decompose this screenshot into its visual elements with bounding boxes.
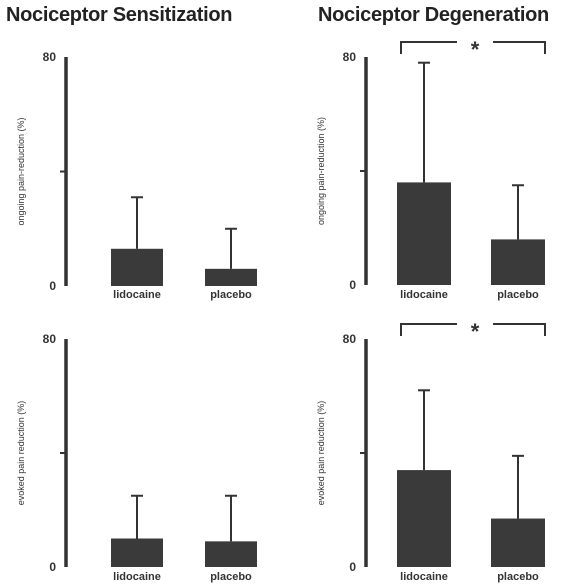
y-axis-label: ongoing pain-reduction (%) (316, 117, 326, 225)
category-label-placebo: placebo (210, 571, 252, 583)
y-tick-label-max: 80 (43, 50, 57, 64)
category-label-lidocaine: lidocaine (113, 571, 161, 583)
significance-bracket-right (493, 323, 546, 336)
bar-placebo (205, 268, 257, 286)
category-label-placebo: placebo (210, 289, 252, 301)
bar-lidocaine (397, 470, 451, 567)
bar-lidocaine (111, 538, 163, 567)
bar-placebo (491, 518, 545, 567)
category-label-placebo: placebo (497, 289, 539, 301)
y-tick-label-min: 0 (49, 279, 56, 293)
bar-placebo (491, 239, 545, 285)
y-axis-label: evoked pain reduction (%) (316, 401, 326, 506)
y-axis-label: ongoing pain-reduction (%) (16, 117, 26, 225)
y-tick-label-max: 80 (43, 332, 57, 346)
category-label-lidocaine: lidocaine (400, 289, 448, 301)
category-label-lidocaine: lidocaine (400, 571, 448, 583)
y-tick-label-min: 0 (349, 278, 356, 292)
significance-bracket-right (493, 41, 546, 54)
category-label-lidocaine: lidocaine (113, 289, 161, 301)
chart-degeneration-ongoing: 80 0 ongoing pain-reduction (%) lidocaine pl… (316, 37, 546, 301)
y-tick-label-max: 80 (343, 50, 357, 64)
y-axis-label: evoked pain reduction (%) (16, 401, 26, 506)
left-column-title: Nociceptor Sensitization (6, 4, 233, 26)
bar-lidocaine (397, 182, 451, 285)
chart-sensitization-ongoing: 80 0 ongoing pain-reduction (%) lidocaine pl… (16, 50, 257, 301)
chart-degeneration-evoked: 80 0 evoked pain reduction (%) lidocaine pla… (316, 319, 546, 583)
y-tick-label-max: 80 (343, 332, 357, 346)
chart-sensitization-evoked: 80 0 evoked pain reduction (%) lidocaine pla… (16, 332, 257, 583)
right-column-title: Nociceptor Degeneration (318, 4, 549, 26)
significance-star: * (471, 37, 480, 62)
bar-placebo (205, 541, 257, 567)
y-tick-label-min: 0 (349, 560, 356, 574)
significance-bracket-left (400, 323, 457, 336)
significance-star: * (471, 319, 480, 344)
y-tick-label-min: 0 (49, 560, 56, 574)
bar-lidocaine (111, 248, 163, 286)
significance-bracket-left (400, 41, 457, 54)
category-label-placebo: placebo (497, 571, 539, 583)
